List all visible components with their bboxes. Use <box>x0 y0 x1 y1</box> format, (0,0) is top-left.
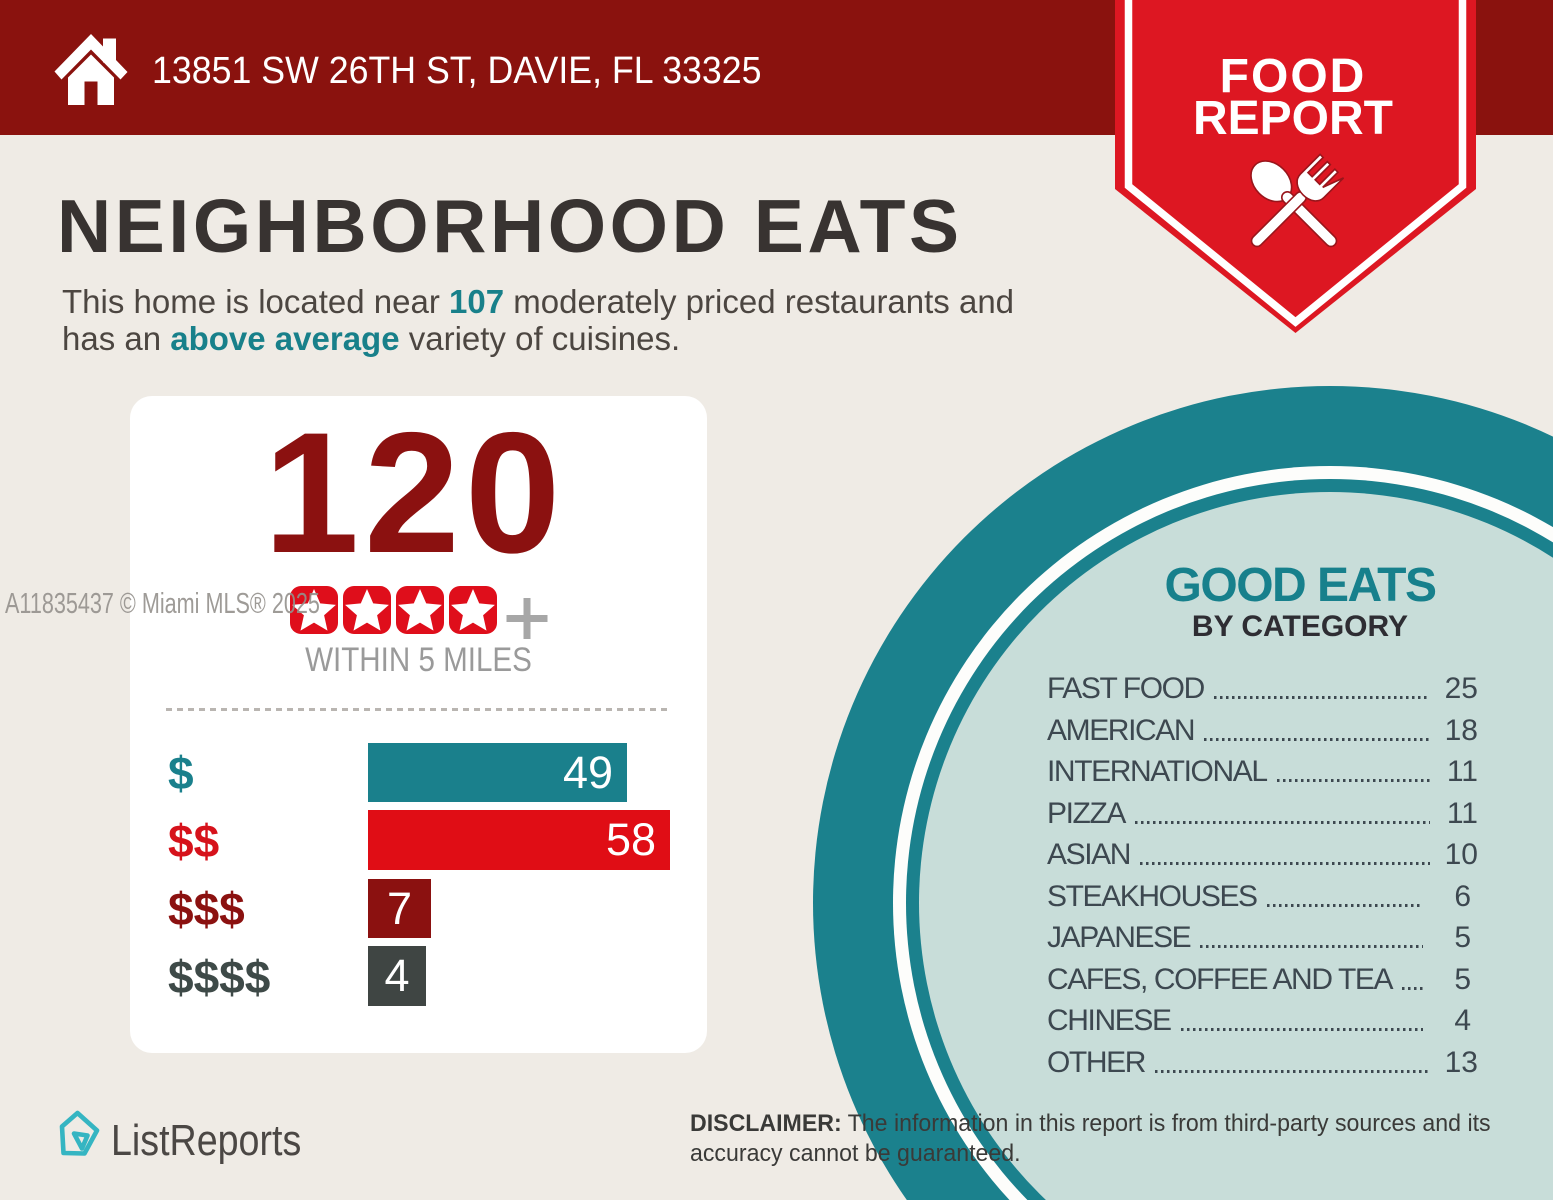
svg-text:REPORT: REPORT <box>1193 92 1393 145</box>
svg-text:FOOD: FOOD <box>1220 50 1367 103</box>
